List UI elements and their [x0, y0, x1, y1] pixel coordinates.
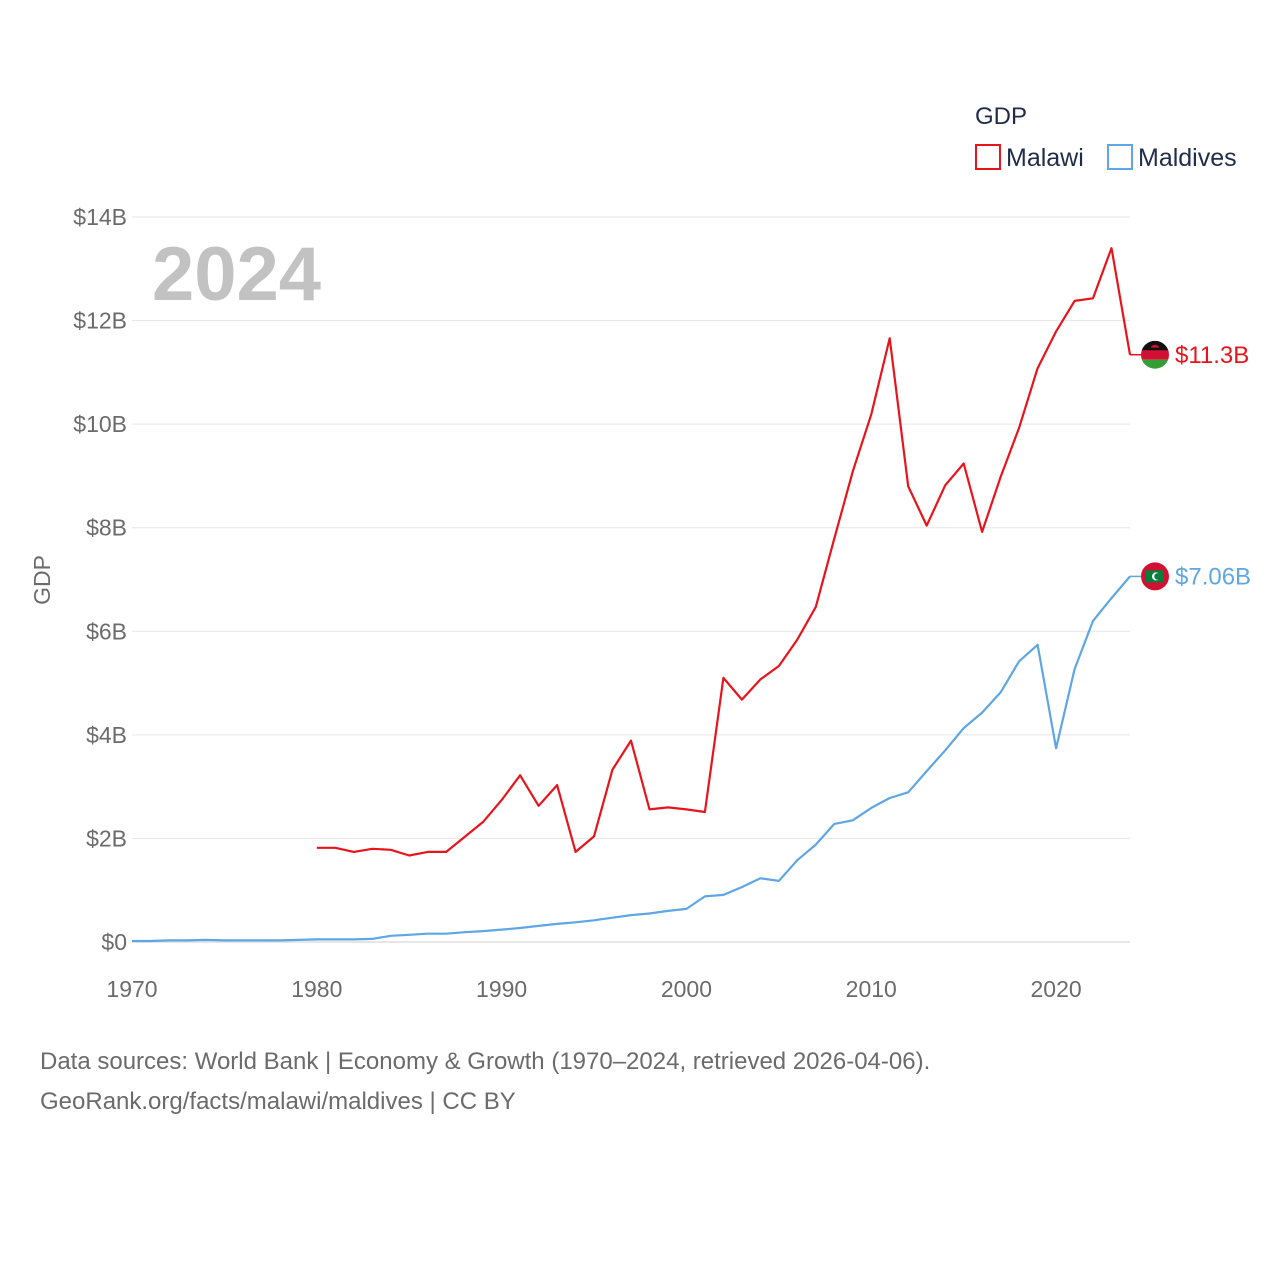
y-axis-ticks: $0 $2B $4B $6B $8B $10B $12B $14B [73, 204, 127, 955]
malawi-end-value: $11.3B [1175, 342, 1249, 369]
x-tick-label: 2020 [1030, 976, 1081, 1002]
x-tick-label: 2010 [846, 976, 897, 1002]
gdp-line-chart: $0 $2B $4B $6B $8B $10B $12B $14B 1970 1980 1990 2… [29, 103, 1251, 1002]
y-tick-label: $10B [73, 411, 127, 437]
legend-label-malawi: Malawi [1006, 144, 1084, 172]
y-axis-label: GDP [29, 555, 55, 605]
y-tick-label: $6B [86, 618, 127, 644]
legend-item-maldives[interactable]: Maldives [1107, 144, 1237, 172]
series-lines [132, 247, 1132, 943]
y-tick-label: $14B [73, 204, 127, 230]
legend-item-malawi[interactable]: Malawi [975, 144, 1084, 172]
x-tick-label: 1980 [291, 976, 342, 1002]
grid-lines [132, 216, 1130, 943]
x-tick-label: 1990 [476, 976, 527, 1002]
source-link-text[interactable]: GeoRank.org/facts/malawi/maldives | CC B… [40, 1088, 516, 1115]
series-line-maldives [132, 575, 1131, 943]
year-label: 2024 [152, 232, 321, 317]
malawi-flag-icon [1141, 340, 1169, 369]
footer: Data sources: World Bank | Economy & Gro… [40, 1042, 930, 1122]
maldives-end-marker: $7.06B [1130, 562, 1251, 591]
data-sources-text: Data sources: World Bank | Economy & Gro… [40, 1048, 931, 1075]
y-tick-label: $2B [86, 825, 127, 851]
x-tick-label: 1970 [106, 976, 157, 1002]
maldives-end-value: $7.06B [1175, 563, 1251, 590]
malawi-end-marker: $11.3B [1130, 340, 1249, 369]
legend-swatch-malawi [975, 144, 1001, 170]
y-tick-label: $0 [101, 929, 127, 955]
y-tick-label: $4B [86, 722, 127, 748]
y-tick-label: $8B [86, 515, 127, 541]
x-axis-ticks: 1970 1980 1990 2000 2010 2020 [106, 976, 1081, 1002]
maldives-flag-icon [1141, 562, 1169, 591]
legend-title: GDP [975, 103, 1027, 130]
x-tick-label: 2000 [661, 976, 712, 1002]
legend-label-maldives: Maldives [1138, 144, 1237, 172]
legend-swatch-maldives [1107, 144, 1133, 170]
y-tick-label: $12B [73, 308, 127, 334]
legend: GDP Malawi Maldives [975, 103, 1237, 172]
series-line-malawi [316, 247, 1132, 857]
